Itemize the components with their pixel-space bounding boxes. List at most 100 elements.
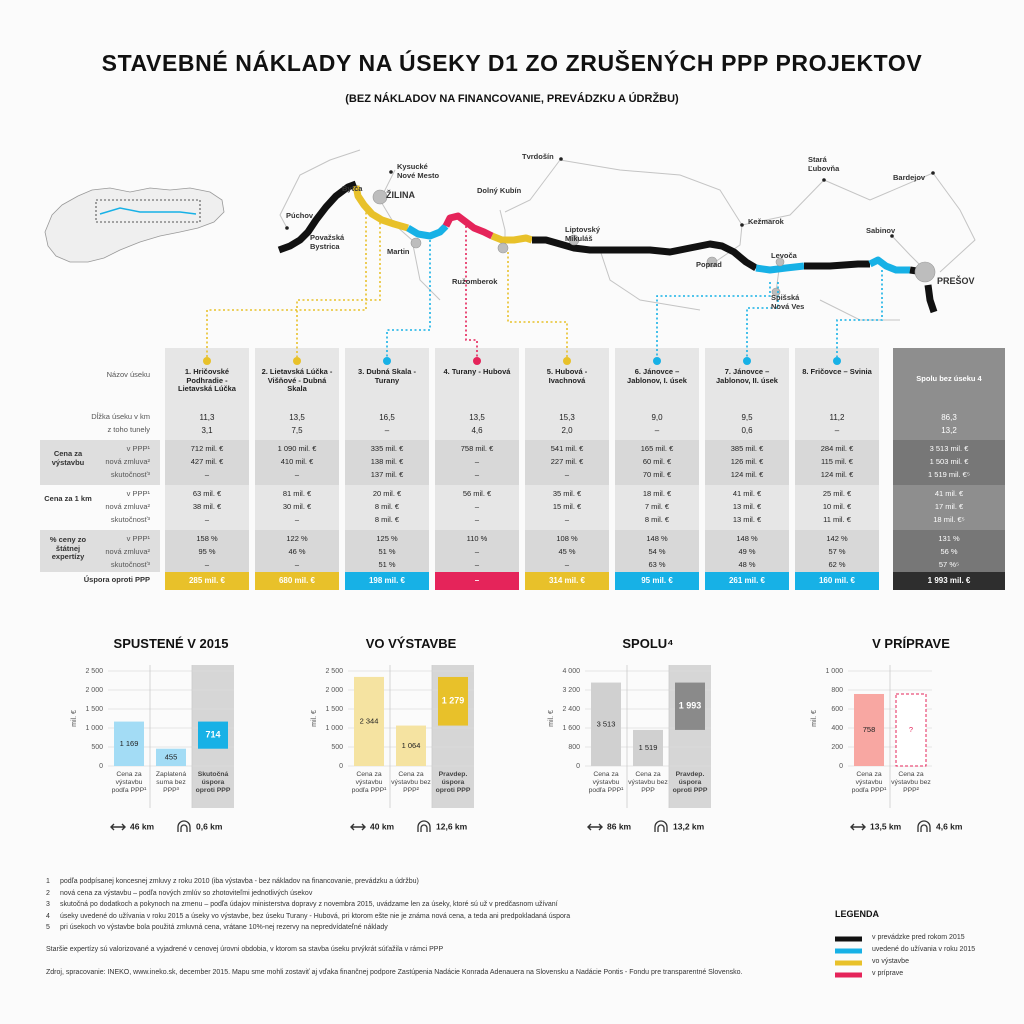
bar [675, 682, 705, 730]
section-marker [653, 357, 661, 365]
y-tick-label: 3 200 [562, 687, 580, 694]
cell-value: 49 % [738, 547, 756, 556]
footnote-number: 1 [46, 878, 50, 885]
column-band [165, 530, 249, 572]
section-tunnels: 2,0 [561, 426, 573, 435]
section-name: 4. Turany - Hubová [443, 367, 511, 376]
city-area [706, 256, 718, 268]
road [504, 159, 561, 213]
cell-value: 131 % [938, 534, 960, 543]
section-length: 86,3 [941, 413, 957, 422]
y-axis-label: mil. € [71, 710, 78, 727]
cell-value: 70 mil. € [642, 470, 672, 479]
y-tick-label: 500 [91, 744, 103, 751]
y-tick-label: 2 500 [325, 668, 343, 675]
title: STAVEBNÉ NÁKLADY NA ÚSEKY D1 ZO ZRUŠENÝC… [101, 50, 923, 76]
highway-segment [352, 185, 409, 232]
label-band [40, 530, 160, 572]
section-length: 11,3 [199, 413, 215, 422]
cell-value: 3 513 mil. € [929, 444, 969, 453]
road [411, 239, 441, 301]
saving-cell [435, 572, 519, 590]
city-label: Ružomberok [452, 277, 498, 286]
section-length: 16,5 [379, 413, 395, 422]
column-band [435, 440, 519, 485]
section-marker [293, 357, 301, 365]
cell-value: – [564, 515, 570, 524]
saving-value: 680 mil. € [278, 576, 316, 585]
city-label: Dolný Kubín [477, 186, 522, 195]
length-icon [587, 823, 603, 831]
footnote-number: 3 [46, 901, 50, 908]
cell-value: 63 mil. € [192, 489, 222, 498]
group-label: Cena za výstavbu [51, 449, 85, 467]
value-label: ? [909, 725, 913, 734]
value-label: 2 344 [360, 716, 379, 725]
footnote-number: 2 [46, 889, 50, 897]
tunnels-text: 12,6 km [436, 821, 468, 831]
section-marker [563, 357, 571, 365]
value-label: 714 [205, 730, 220, 740]
cell-value: 11 mil. € [823, 515, 851, 524]
connector [465, 226, 478, 357]
cell-value: 227 mil. € [550, 457, 584, 466]
value-label: 1 279 [442, 696, 465, 706]
saving-cell [255, 572, 339, 590]
cell-value: 63 % [648, 560, 666, 569]
section-name: 8. Fričovce – Svinia [802, 367, 872, 376]
category-label: Cena za výstavbu podľa PPP¹ [851, 771, 887, 794]
column-band [615, 530, 699, 572]
y-tick-label: 0 [839, 763, 843, 770]
y-tick-label: 1 500 [325, 706, 343, 713]
cell-value: 38 mil. € [192, 502, 222, 511]
tunnel-icon [417, 820, 431, 832]
cell-value: 56 % [940, 547, 958, 556]
cell-value: 8 mil. € [374, 502, 400, 511]
cell-value: 51 % [378, 560, 396, 569]
category-label: Cena za výstavbu podľa PPP¹ [588, 771, 624, 794]
legend-label: uvedené do užívania v roku 2015 [872, 946, 976, 953]
cell-value: 60 mil. € [642, 457, 672, 466]
footnote-number: 4 [46, 912, 50, 920]
chart-title: VO VÝSTAVBE [365, 636, 457, 651]
cell-value: 110 % [466, 534, 488, 543]
connector [656, 282, 771, 357]
cell-value: 124 mil. € [820, 470, 854, 479]
section-tunnels: – [834, 426, 840, 435]
column-band [795, 530, 879, 572]
length-icon [850, 823, 866, 831]
column-band [893, 440, 1005, 485]
cell-value: 10 mil. € [822, 502, 852, 511]
city-area [914, 261, 936, 283]
saving-value: 261 mil. € [728, 576, 766, 585]
cell-value: 335 mil. € [370, 444, 404, 453]
bar [156, 748, 186, 766]
y-tick-label: 2 000 [85, 687, 103, 694]
cell-value: 45 % [558, 547, 576, 556]
cell-value: 385 mil. € [730, 444, 764, 453]
city-area [372, 189, 388, 205]
city-area [771, 287, 781, 297]
row-label: skutočnosť³ [110, 470, 150, 479]
saving-cell [165, 572, 249, 590]
cell-value: – [474, 547, 480, 556]
source: Zdroj, spracovanie: INEKO, www.ineko.sk,… [46, 969, 743, 976]
length-text: 46 km [130, 821, 155, 831]
section-name: 7. Jánovce – Jablonov, II. úsek [716, 367, 778, 385]
saving-value: 160 mil. € [818, 576, 856, 585]
cell-value: – [204, 560, 210, 569]
connector [746, 282, 779, 357]
subtitle: (BEZ NÁKLADOV NA FINANCOVANIE, PREVÁDZKU… [345, 93, 679, 105]
length-text: 13,5 km [870, 821, 902, 831]
tunnel-icon [654, 820, 668, 832]
cell-value: 1 503 mil. € [929, 457, 969, 466]
cell-value: 142 % [826, 534, 848, 543]
value-label: 758 [863, 725, 876, 734]
bar [114, 721, 144, 766]
group-label: Cena za 1 km [44, 494, 92, 503]
cell-value: 148 % [736, 534, 758, 543]
inset-d1 [99, 207, 197, 215]
y-axis-label: mil. € [548, 710, 555, 727]
legend-label: v príprave [872, 970, 904, 977]
section-length: 15,3 [559, 413, 575, 422]
